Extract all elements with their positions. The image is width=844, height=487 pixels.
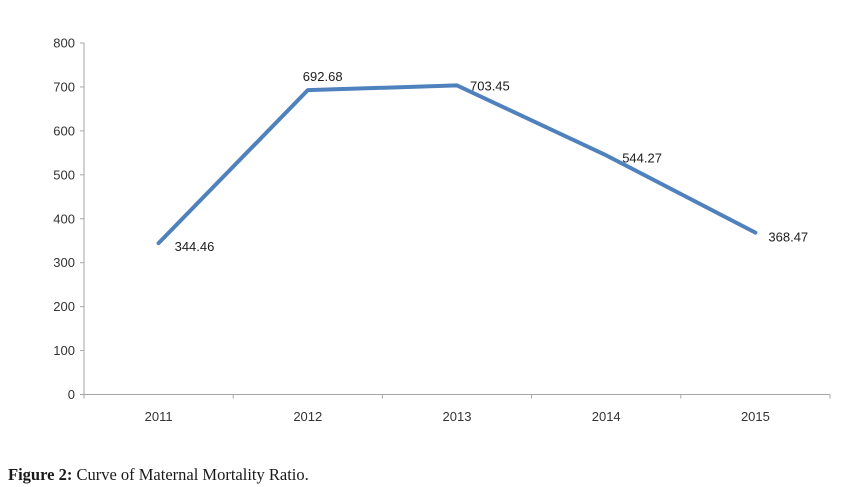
x-tick-label: 2012: [293, 409, 322, 424]
data-label: 344.46: [175, 239, 215, 254]
figure-caption: Figure 2: Curve of Maternal Mortality Ra…: [8, 465, 309, 485]
x-tick-label: 2013: [443, 409, 472, 424]
y-tick-label: 700: [53, 79, 75, 94]
y-tick-label: 800: [53, 36, 75, 51]
y-tick-label: 300: [53, 255, 75, 270]
y-tick-label: 600: [53, 123, 75, 138]
y-tick-label: 200: [53, 299, 75, 314]
x-tick-label: 2011: [145, 409, 173, 424]
axes: 0 100 200 300 400 500 600 700 800 2011 2012 2013 201…: [53, 36, 831, 424]
data-labels: 344.46 692.68 703.45 544.27 368.47: [175, 69, 809, 254]
data-label: 544.27: [622, 150, 662, 165]
y-tick-label: 400: [53, 211, 75, 226]
figure-caption-text: Curve of Maternal Mortality Ratio.: [72, 464, 309, 484]
figure-caption-number: Figure 2:: [8, 464, 73, 484]
x-tick-label: 2015: [741, 409, 770, 424]
mortality-ratio-line: [156, 83, 758, 246]
series-line: [156, 83, 758, 246]
y-tick-label: 0: [68, 387, 75, 402]
maternal-mortality-line-chart: 0 100 200 300 400 500 600 700 800 2011 2012 2013 201…: [53, 36, 831, 424]
data-label: 692.68: [303, 69, 343, 84]
data-label: 703.45: [470, 78, 510, 93]
y-tick-label: 500: [53, 167, 75, 182]
x-tick-label: 2014: [592, 409, 621, 424]
y-tick-label: 100: [53, 343, 75, 358]
data-label: 368.47: [768, 230, 808, 245]
